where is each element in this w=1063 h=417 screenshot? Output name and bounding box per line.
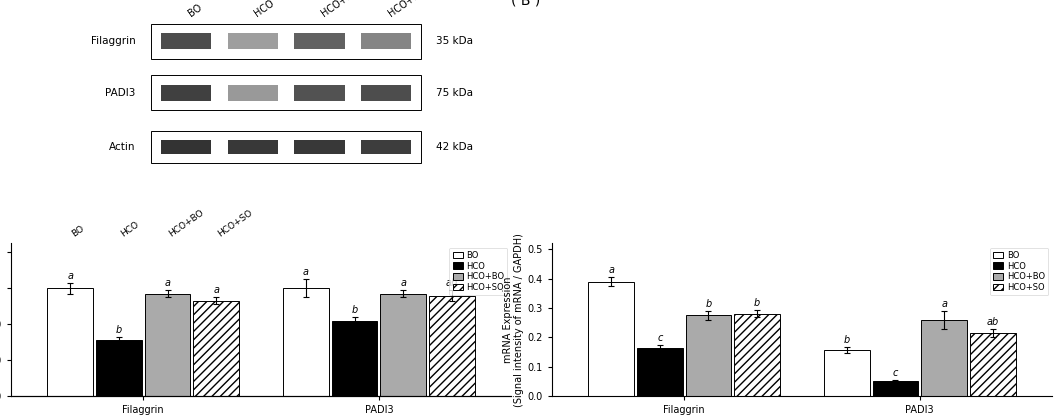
Text: a: a <box>165 278 170 288</box>
Text: a: a <box>400 278 406 288</box>
Text: c: c <box>893 368 898 378</box>
Text: 75 kDa: 75 kDa <box>436 88 473 98</box>
Bar <box>227 85 277 101</box>
Bar <box>227 33 277 49</box>
Text: 42 kDa: 42 kDa <box>436 142 473 152</box>
Text: a: a <box>213 285 219 295</box>
Bar <box>922 320 967 396</box>
Text: ( B ): ( B ) <box>511 0 541 7</box>
Text: a: a <box>67 271 73 281</box>
Bar <box>824 350 870 396</box>
Text: c: c <box>657 333 662 343</box>
Bar <box>429 296 475 417</box>
Bar <box>735 314 780 396</box>
Text: b: b <box>116 325 122 335</box>
Bar <box>161 33 210 49</box>
Bar <box>361 33 411 49</box>
Text: a: a <box>303 267 309 277</box>
Bar <box>227 140 277 154</box>
Text: PADI3: PADI3 <box>105 88 136 98</box>
Bar <box>161 85 210 101</box>
Bar <box>969 333 1015 396</box>
Bar <box>151 75 421 111</box>
Text: HCO: HCO <box>253 0 276 19</box>
Bar <box>361 140 411 154</box>
Bar <box>873 382 918 396</box>
Bar <box>145 294 190 417</box>
Bar <box>294 85 344 101</box>
Text: HCO+BO: HCO+BO <box>320 0 361 19</box>
Text: b: b <box>844 335 850 345</box>
Y-axis label: mRNA Expression
(Signal intensity of mRNA / GAPDH): mRNA Expression (Signal intensity of mRN… <box>503 233 524 407</box>
Text: Filaggrin: Filaggrin <box>91 36 136 46</box>
Bar <box>151 131 421 163</box>
Bar <box>294 33 344 49</box>
Bar <box>637 348 682 396</box>
Bar <box>332 321 377 417</box>
Text: BO: BO <box>186 3 203 19</box>
Text: ab: ab <box>986 317 999 327</box>
Bar <box>193 301 239 417</box>
Text: HCO+SO: HCO+SO <box>386 0 427 19</box>
Text: 35 kDa: 35 kDa <box>436 36 473 46</box>
Legend: BO, HCO, HCO+BO, HCO+SO: BO, HCO, HCO+BO, HCO+SO <box>450 248 507 295</box>
Text: ab: ab <box>445 278 458 288</box>
Bar <box>294 140 344 154</box>
Bar <box>48 288 94 417</box>
Bar <box>161 140 210 154</box>
Text: b: b <box>352 305 358 315</box>
Text: a: a <box>608 265 614 275</box>
Bar <box>283 288 328 417</box>
Text: b: b <box>705 299 711 309</box>
Bar <box>686 315 731 396</box>
Bar <box>361 85 411 101</box>
Text: Actin: Actin <box>109 142 136 152</box>
Bar <box>588 281 634 396</box>
Bar <box>96 340 141 417</box>
Text: a: a <box>941 299 947 309</box>
Bar <box>151 24 421 59</box>
Legend: BO, HCO, HCO+BO, HCO+SO: BO, HCO, HCO+BO, HCO+SO <box>990 248 1048 295</box>
Text: b: b <box>754 298 760 308</box>
Bar <box>381 294 426 417</box>
